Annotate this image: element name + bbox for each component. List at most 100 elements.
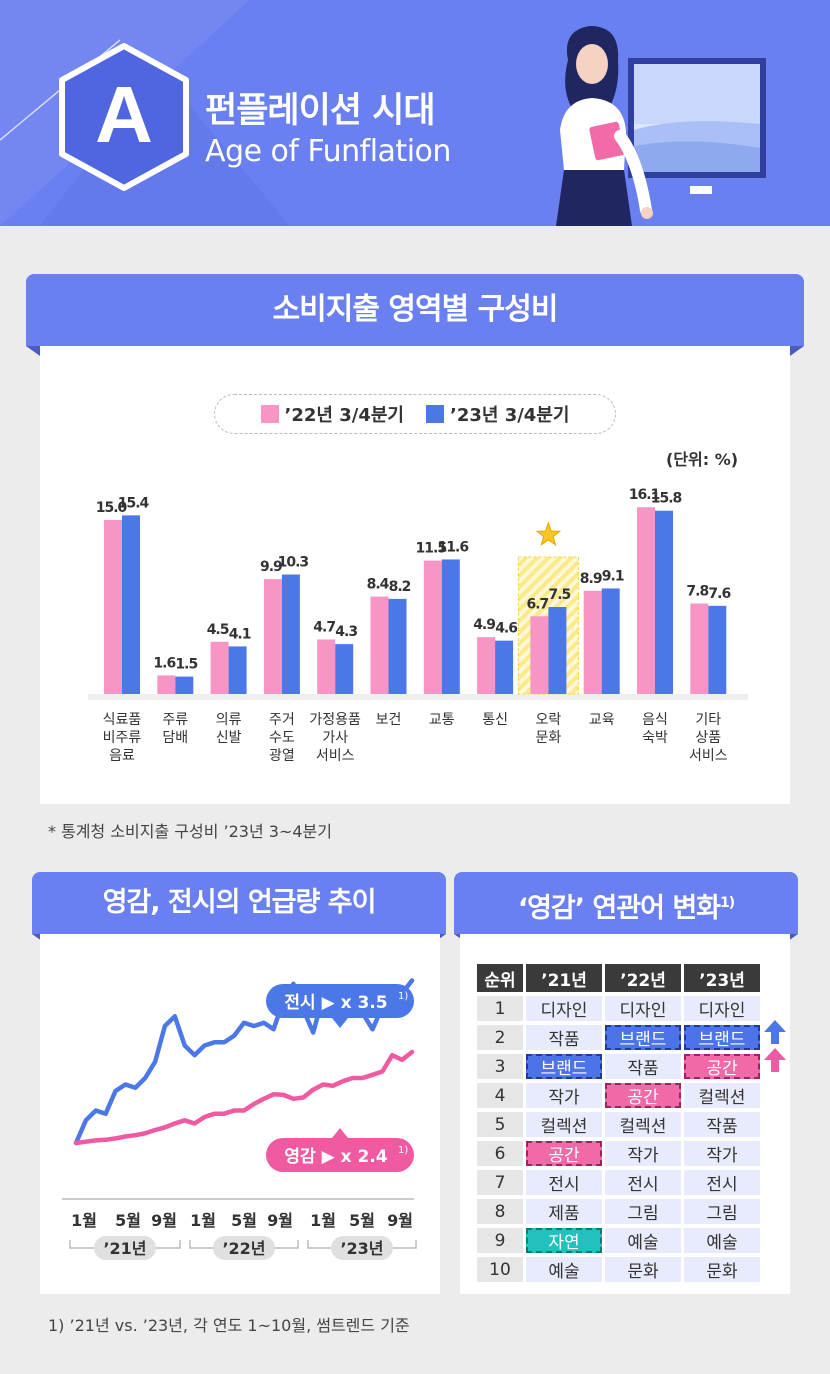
related-words-rank-table: 순위 ’21년 ’22년 ’23년 1 디자인 디자인 디자인 2 작품 브랜드 브랜드 3 브랜드 작품 공… xyxy=(474,960,763,1286)
category-label-3: 주거 xyxy=(269,712,295,728)
table-row: 9 자연 예술 예술 xyxy=(477,1228,760,1253)
x-tick-label-0: 1월 xyxy=(71,1211,97,1230)
svg-text:1): 1) xyxy=(398,991,408,1002)
section-title-related-words-text: ‘영감’ 연관어 변화 xyxy=(517,893,721,924)
category-label-7: 통신 xyxy=(482,712,508,728)
title-footnote-mark: 1) xyxy=(720,895,735,911)
x-tick-label-8: 9월 xyxy=(387,1211,413,1230)
bar-2022-8 xyxy=(530,616,549,694)
category-label-8: 오락 xyxy=(536,712,562,728)
bar-2023-11 xyxy=(708,605,727,694)
keyword-cell: 컬렉션 xyxy=(605,1112,681,1137)
category-label-10: 음식 xyxy=(642,712,668,728)
keyword-cell: 컬렉션 xyxy=(684,1083,760,1108)
legend-item-2023: ’23년 3/4분기 xyxy=(426,401,569,427)
category-label-8: 문화 xyxy=(536,730,562,746)
svg-text:전시 ▶ x 3.5: 전시 ▶ x 3.5 xyxy=(284,993,387,1013)
bar-2023-10 xyxy=(655,510,673,694)
year-label-2: ’23년 xyxy=(340,1239,383,1258)
keyword-cell: 작가 xyxy=(605,1141,681,1166)
category-label-3: 광열 xyxy=(269,748,295,764)
keyword-cell: 브랜드 xyxy=(684,1025,760,1050)
bar-2022-3 xyxy=(263,579,282,694)
x-tick-label-6: 1월 xyxy=(310,1211,336,1230)
keyword-cell: 공간 xyxy=(526,1141,602,1166)
table-header-row: 순위 ’21년 ’22년 ’23년 xyxy=(477,964,760,992)
legend-swatch-pink xyxy=(260,405,279,423)
data-label-2022-5: 8.4 xyxy=(367,577,390,593)
badge-letter: A xyxy=(95,70,153,159)
year-group-1: ’22년 xyxy=(189,1236,299,1260)
table-row: 7 전시 전시 전시 xyxy=(477,1170,760,1195)
keyword-cell: 공간 xyxy=(605,1083,681,1108)
star-icon xyxy=(535,521,562,546)
keyword-cell: 브랜드 xyxy=(605,1025,681,1050)
category-label-0: 음료 xyxy=(109,748,135,764)
category-label-0: 비주류 xyxy=(103,730,142,746)
arrow-up-pink-icon xyxy=(764,1048,786,1072)
category-label-0: 식료품 xyxy=(103,712,142,728)
table-row: 1 디자인 디자인 디자인 xyxy=(477,996,760,1021)
category-label-4: 서비스 xyxy=(316,748,355,764)
keyword-cell: 전시 xyxy=(605,1170,681,1195)
category-label-5: 보건 xyxy=(376,712,402,728)
page-title: 펀플레이션 시대 xyxy=(205,91,436,131)
unit-label: (단위: %) xyxy=(666,450,739,469)
table-row: 10 예술 문화 문화 xyxy=(477,1257,760,1282)
bar-2023-3 xyxy=(281,574,300,694)
x-tick-label-3: 1월 xyxy=(190,1211,216,1230)
rank-number: 6 xyxy=(477,1141,523,1166)
keyword-cell: 디자인 xyxy=(605,996,681,1021)
rank-number: 5 xyxy=(477,1112,523,1137)
bar-2023-5 xyxy=(388,598,407,694)
x-tick-label-1: 5월 xyxy=(115,1211,141,1230)
callout-inspire: 영감 ▶ x 2.4 1) xyxy=(266,1128,414,1172)
category-label-11: 서비스 xyxy=(689,748,728,764)
x-tick-label-4: 5월 xyxy=(231,1211,257,1230)
category-label-2: 의류 xyxy=(216,712,242,728)
keyword-cell: 브랜드 xyxy=(526,1054,602,1079)
keyword-cell: 컬렉션 xyxy=(526,1112,602,1137)
keyword-cell: 작품 xyxy=(526,1025,602,1050)
data-label-2023-0: 15.4 xyxy=(118,495,150,511)
keyword-cell: 제품 xyxy=(526,1199,602,1224)
svg-text:영감 ▶ x 2.4: 영감 ▶ x 2.4 xyxy=(284,1147,387,1167)
rank-number: 9 xyxy=(477,1228,523,1253)
section-title-trend: 영감, 전시의 언급량 추이 xyxy=(32,872,446,934)
rank-number: 10 xyxy=(477,1257,523,1282)
bar-2022-5 xyxy=(370,596,389,694)
keyword-cell: 그림 xyxy=(605,1199,681,1224)
bar-2023-8 xyxy=(548,607,567,694)
data-label-2022-10: 16.1 xyxy=(629,487,660,503)
data-label-2022-11: 7.8 xyxy=(686,584,708,600)
bar-2022-4 xyxy=(317,639,336,694)
column-header: ’21년 xyxy=(526,964,602,992)
data-label-2023-7: 4.6 xyxy=(495,621,517,637)
category-label-11: 상품 xyxy=(695,730,721,746)
keyword-cell: 작가 xyxy=(684,1141,760,1166)
keyword-cell: 문화 xyxy=(684,1257,760,1282)
bar-2022-2 xyxy=(210,641,229,694)
bar-2023-9 xyxy=(601,588,620,694)
badge-hexagon-icon: A xyxy=(59,43,189,191)
bar-2023-7 xyxy=(495,640,514,694)
data-label-2022-6: 11.5 xyxy=(416,541,447,557)
data-label-2022-3: 9.9 xyxy=(260,559,282,575)
x-tick-label-2: 9월 xyxy=(151,1211,177,1230)
keyword-cell: 예술 xyxy=(684,1228,760,1253)
category-label-11: 기타 xyxy=(695,712,721,728)
keyword-cell: 작가 xyxy=(526,1083,602,1108)
category-label-4: 가사 xyxy=(322,730,348,746)
data-label-2022-8: 6.7 xyxy=(526,596,548,612)
year-group-2: ’23년 xyxy=(307,1236,417,1260)
keyword-cell: 작품 xyxy=(684,1112,760,1137)
keyword-cell: 작품 xyxy=(605,1054,681,1079)
svg-text:1): 1) xyxy=(398,1145,408,1156)
data-label-2022-2: 4.5 xyxy=(207,622,229,638)
data-label-2022-7: 4.9 xyxy=(473,617,495,633)
legend-item-2022: ’22년 3/4분기 xyxy=(260,401,404,427)
section-title-spending: 소비지출 영역별 구성비 xyxy=(26,274,804,346)
header-banner: A 펀플레이션 시대 Age of Funflation xyxy=(0,0,830,226)
keyword-cell: 예술 xyxy=(605,1228,681,1253)
data-label-2022-1: 1.6 xyxy=(153,655,175,671)
